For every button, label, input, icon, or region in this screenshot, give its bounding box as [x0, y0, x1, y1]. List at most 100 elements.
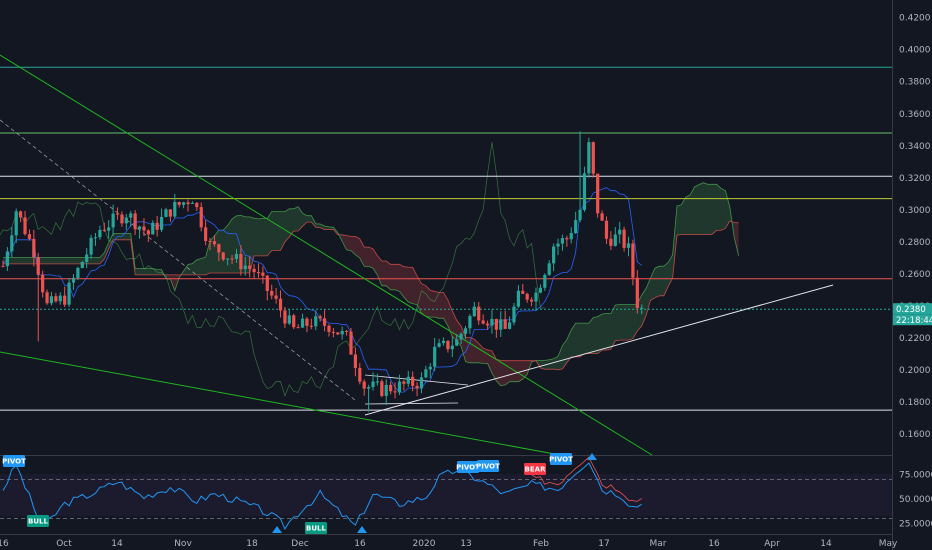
candle: [380, 379, 384, 398]
candle: [543, 273, 547, 291]
candle-body: [463, 328, 468, 334]
candle-body: [314, 316, 318, 327]
candle-body: [574, 220, 578, 234]
candle: [195, 202, 199, 211]
cloud-segment: [95, 257, 100, 264]
candle: [204, 220, 208, 246]
candle: [468, 314, 472, 334]
candle-body: [248, 265, 252, 269]
candle-body: [428, 366, 432, 370]
candle: [419, 372, 424, 394]
candle-body: [565, 238, 569, 240]
candle: [292, 313, 296, 330]
candle-body: [358, 368, 362, 382]
candle-body: [525, 293, 529, 300]
candle: [569, 227, 573, 244]
cloud-segment: [165, 274, 171, 280]
candle-body: [234, 253, 239, 259]
candle: [331, 328, 335, 338]
candle-body: [600, 213, 604, 221]
candle: [278, 290, 283, 318]
candle-body: [538, 287, 543, 293]
cloud-segment: [703, 182, 708, 235]
signal-tag-box: [550, 453, 572, 465]
candle: [265, 274, 269, 301]
candle-body: [635, 277, 639, 309]
cloud-segment: [602, 313, 607, 351]
candle-body: [375, 381, 380, 383]
cloud-segment: [139, 268, 144, 275]
cloud-segment: [672, 206, 677, 278]
candle: [494, 318, 498, 338]
candle: [283, 306, 287, 329]
candle-body: [640, 307, 644, 309]
candle: [609, 231, 613, 251]
candle: [358, 362, 362, 385]
cloud-segment: [509, 360, 514, 382]
price-tick-label: 0.3600: [899, 110, 931, 120]
cloud-segment: [25, 257, 30, 264]
cloud-segment: [42, 257, 48, 264]
cloud-segment: [196, 258, 202, 275]
candle: [538, 284, 543, 294]
cloud-segment: [69, 257, 74, 264]
candle: [133, 209, 137, 235]
candle-body: [27, 234, 32, 239]
candle-body: [530, 299, 534, 302]
candle: [173, 193, 177, 218]
candle: [622, 226, 626, 252]
candle: [344, 329, 349, 336]
countdown-tag: [893, 314, 932, 326]
price-tick-label: 0.4000: [899, 46, 931, 56]
candle: [234, 248, 239, 263]
candle: [1, 260, 5, 268]
price-tick-label: 0.2800: [899, 238, 931, 248]
candle: [530, 297, 534, 307]
signal-tag-text: BULL: [28, 518, 48, 526]
candle: [115, 207, 120, 220]
candle-body: [120, 214, 124, 224]
candle: [441, 337, 446, 346]
candle: [19, 210, 23, 223]
cloud-segment: [632, 304, 638, 339]
cloud-segment: [518, 360, 523, 382]
candle: [36, 252, 40, 342]
cloud-segment: [474, 339, 479, 363]
candle-body: [380, 381, 384, 396]
cloud-segment: [522, 360, 528, 380]
candle-body: [516, 290, 520, 307]
candle-body: [217, 244, 221, 253]
candle: [93, 232, 98, 246]
signal-tag-pivot: PIVOT: [2, 455, 26, 467]
cloud-segment: [245, 216, 250, 273]
cloud-segment: [205, 240, 211, 275]
candle-body: [367, 387, 371, 389]
cloud-segment: [232, 215, 237, 273]
cloud-segment: [421, 283, 426, 317]
cloud-segment: [478, 343, 484, 364]
candle-body: [93, 237, 98, 239]
cloud-segment: [315, 223, 321, 228]
time-tick-label: 17: [598, 539, 609, 549]
candle-body: [89, 237, 93, 255]
candle-body: [173, 202, 177, 217]
candle: [124, 213, 128, 230]
candles: [1, 131, 644, 412]
candle: [437, 338, 441, 348]
cloud-segment: [55, 257, 61, 264]
cloud-segment: [562, 339, 567, 369]
candle: [428, 363, 432, 379]
candle-body: [406, 376, 410, 384]
cloud-segment: [734, 222, 739, 256]
candle: [230, 254, 234, 265]
candle-body: [547, 263, 551, 275]
cloud-segment: [408, 267, 413, 304]
candle-body: [23, 217, 27, 235]
candle-body: [560, 238, 565, 244]
candle: [80, 261, 84, 269]
candle: [433, 337, 437, 372]
candle-body: [10, 235, 14, 252]
candle: [217, 243, 221, 261]
candle: [459, 332, 463, 345]
